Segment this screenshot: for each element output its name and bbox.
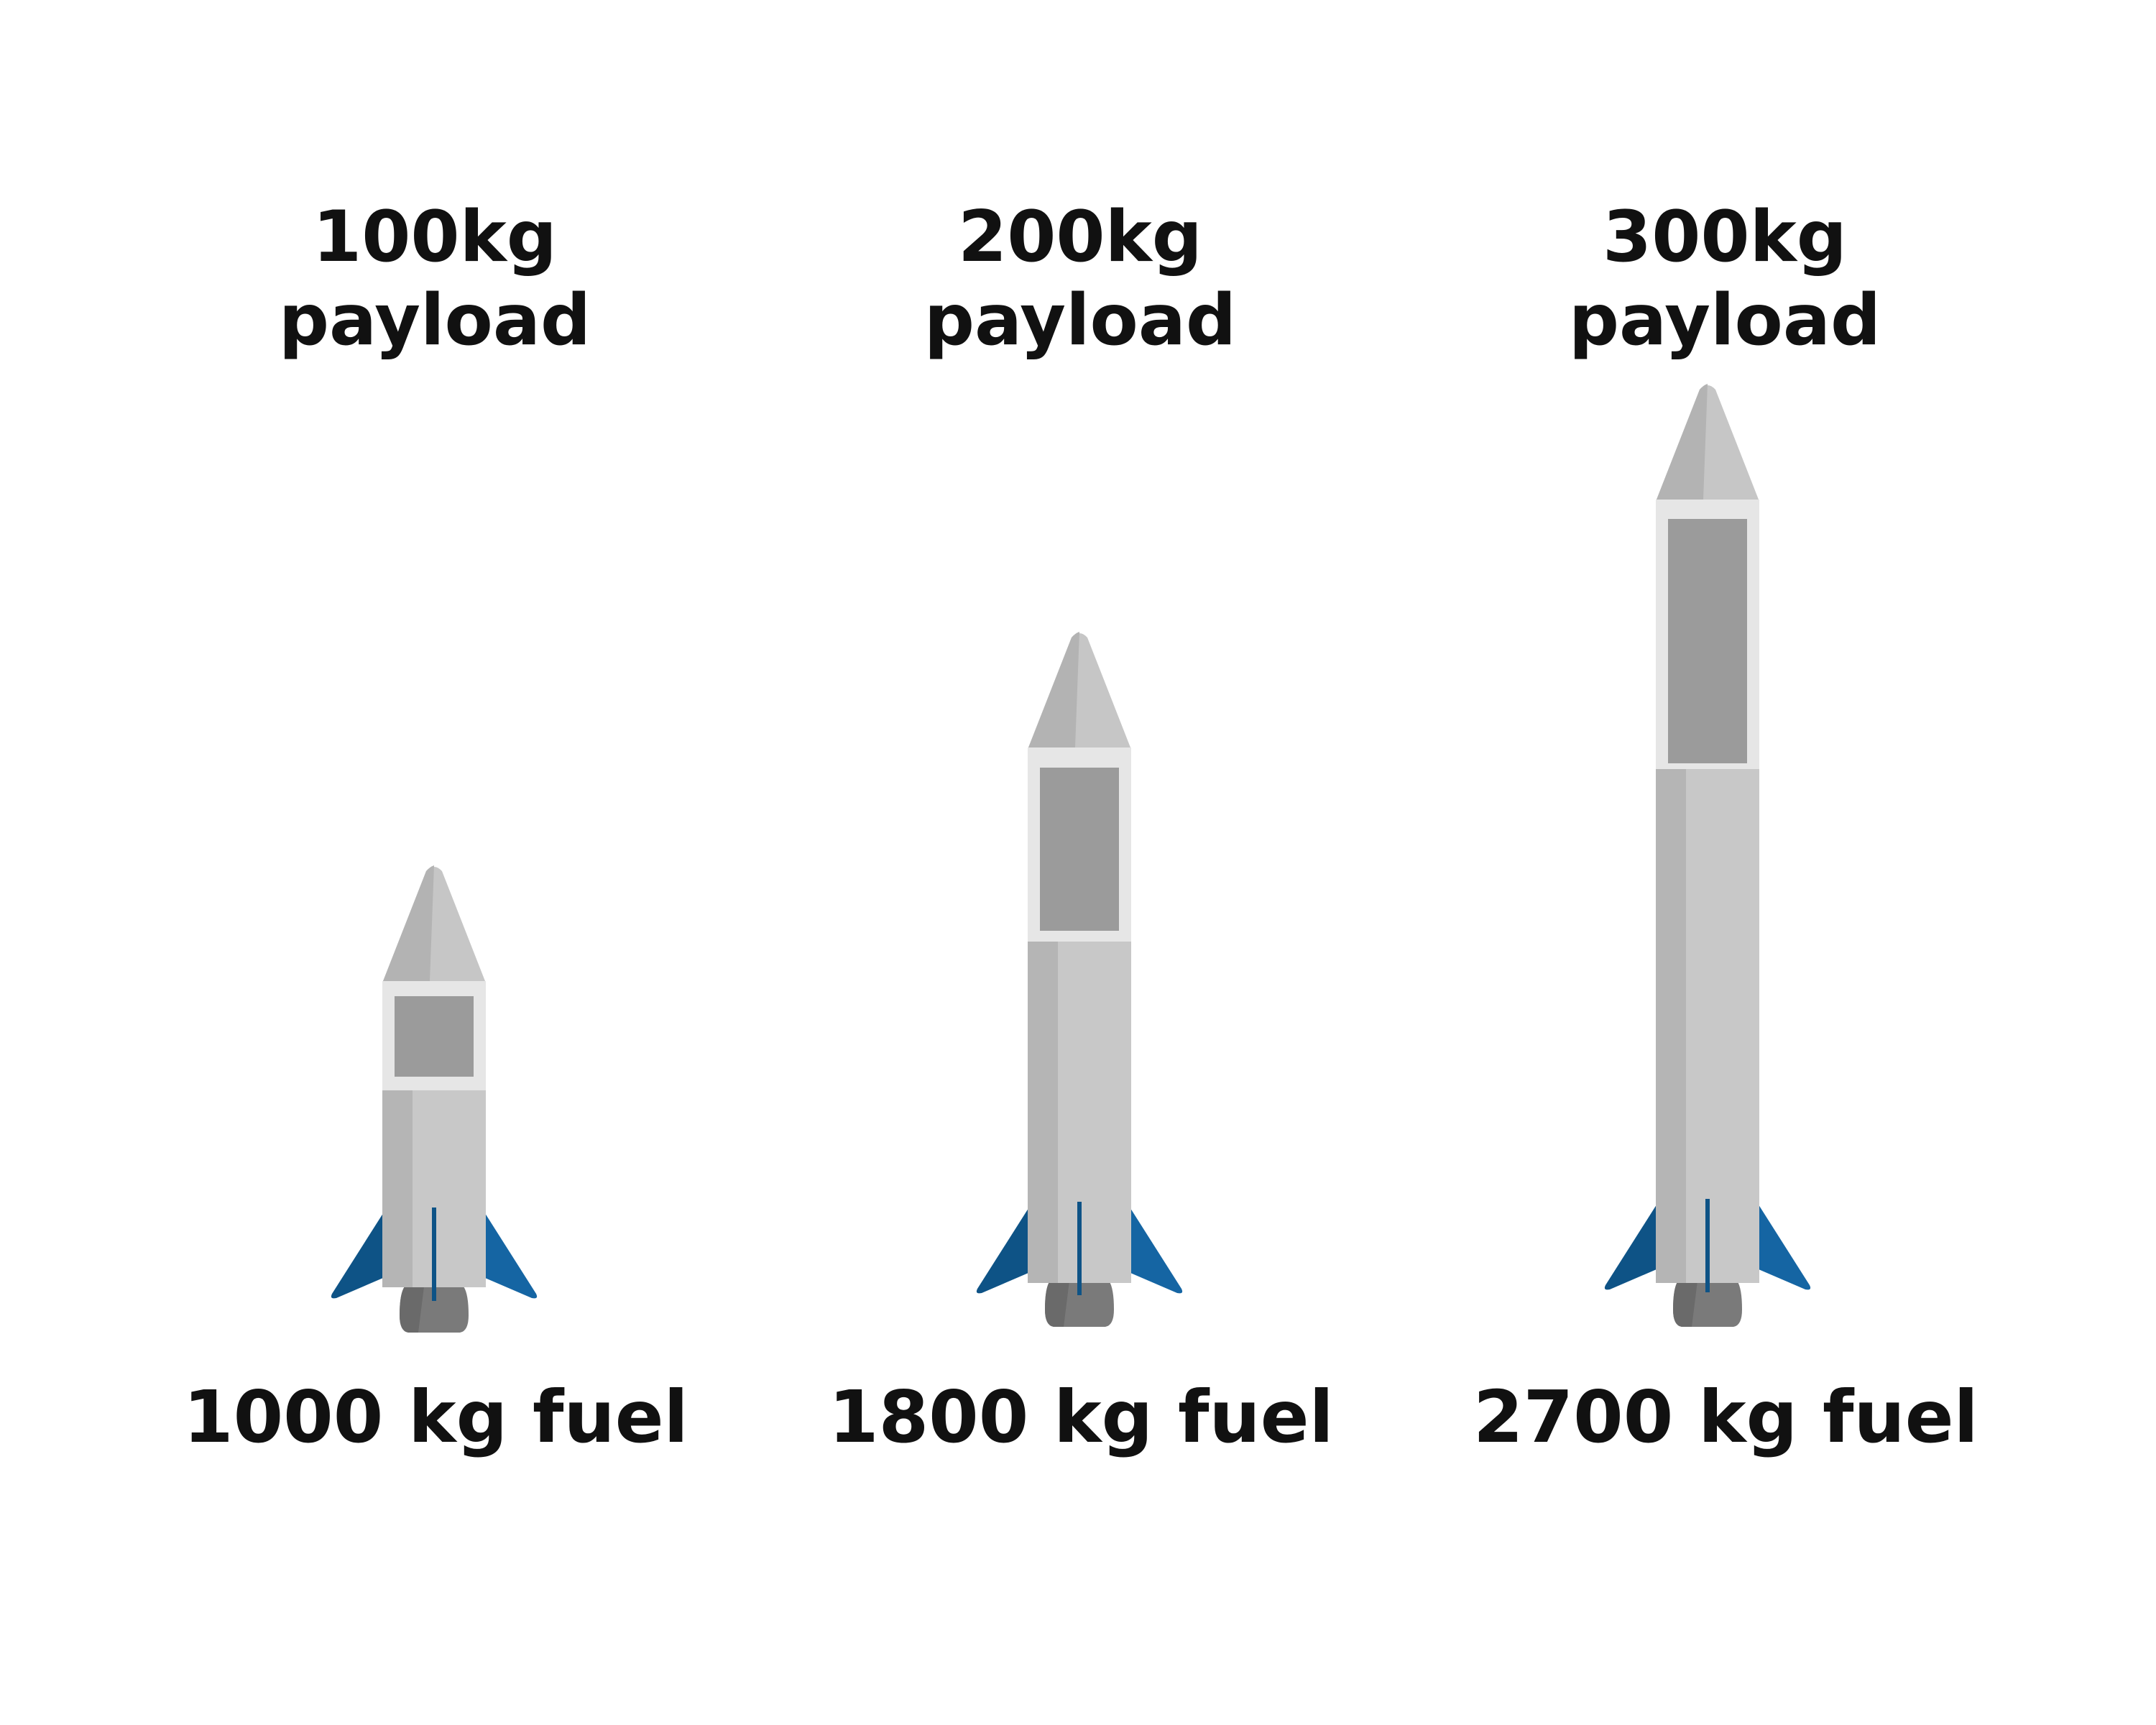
rocket-3-fin-right xyxy=(1754,1202,1811,1290)
rocket-1-fin-left xyxy=(331,1211,388,1299)
payload-label-1: 100kg payload xyxy=(183,196,686,362)
payload-mass-3: 300kg xyxy=(1603,196,1847,278)
rocket-1-nozzle-shade xyxy=(400,1287,424,1333)
rocket-2-fin-left xyxy=(976,1206,1033,1294)
rocket-2-nozzle-shade xyxy=(1045,1281,1069,1327)
rocket-2-payload-window xyxy=(1040,768,1119,931)
rocket-3-fin-left xyxy=(1604,1202,1662,1290)
rocket-1-payload-window xyxy=(395,996,474,1077)
fuel-label-3: 2700 kg fuel xyxy=(1473,1375,1978,1459)
rocket-3-nozzle-shade xyxy=(1673,1281,1697,1327)
rocket-1-fin-right xyxy=(480,1211,538,1299)
rocket-3-stripe xyxy=(1705,1199,1710,1292)
rocket-2 xyxy=(976,632,1183,1327)
fuel-label-1: 1000 kg fuel xyxy=(183,1375,688,1459)
fuel-label-2: 1800 kg fuel xyxy=(829,1375,1334,1459)
payload-mass-1: 100kg xyxy=(313,196,557,278)
payload-word-1: payload xyxy=(278,280,591,362)
rocket-2-stripe xyxy=(1077,1202,1082,1295)
rocket-2-nose-cone-shade xyxy=(1028,632,1079,748)
payload-label-3: 300kg payload xyxy=(1473,196,1976,362)
payload-label-2: 200kg payload xyxy=(829,196,1332,362)
payload-word-2: payload xyxy=(923,280,1237,362)
rocket-3 xyxy=(1604,384,1811,1327)
rocket-1 xyxy=(331,865,538,1333)
payload-word-3: payload xyxy=(1568,280,1881,362)
payload-mass-2: 200kg xyxy=(958,196,1202,278)
rocket-1-nose-cone-shade xyxy=(383,865,434,981)
rocket-1-stripe xyxy=(432,1208,436,1301)
rocket-3-nose-cone-shade xyxy=(1657,384,1708,500)
rocket-3-payload-window xyxy=(1668,519,1747,763)
rocket-2-fin-right xyxy=(1125,1206,1183,1294)
